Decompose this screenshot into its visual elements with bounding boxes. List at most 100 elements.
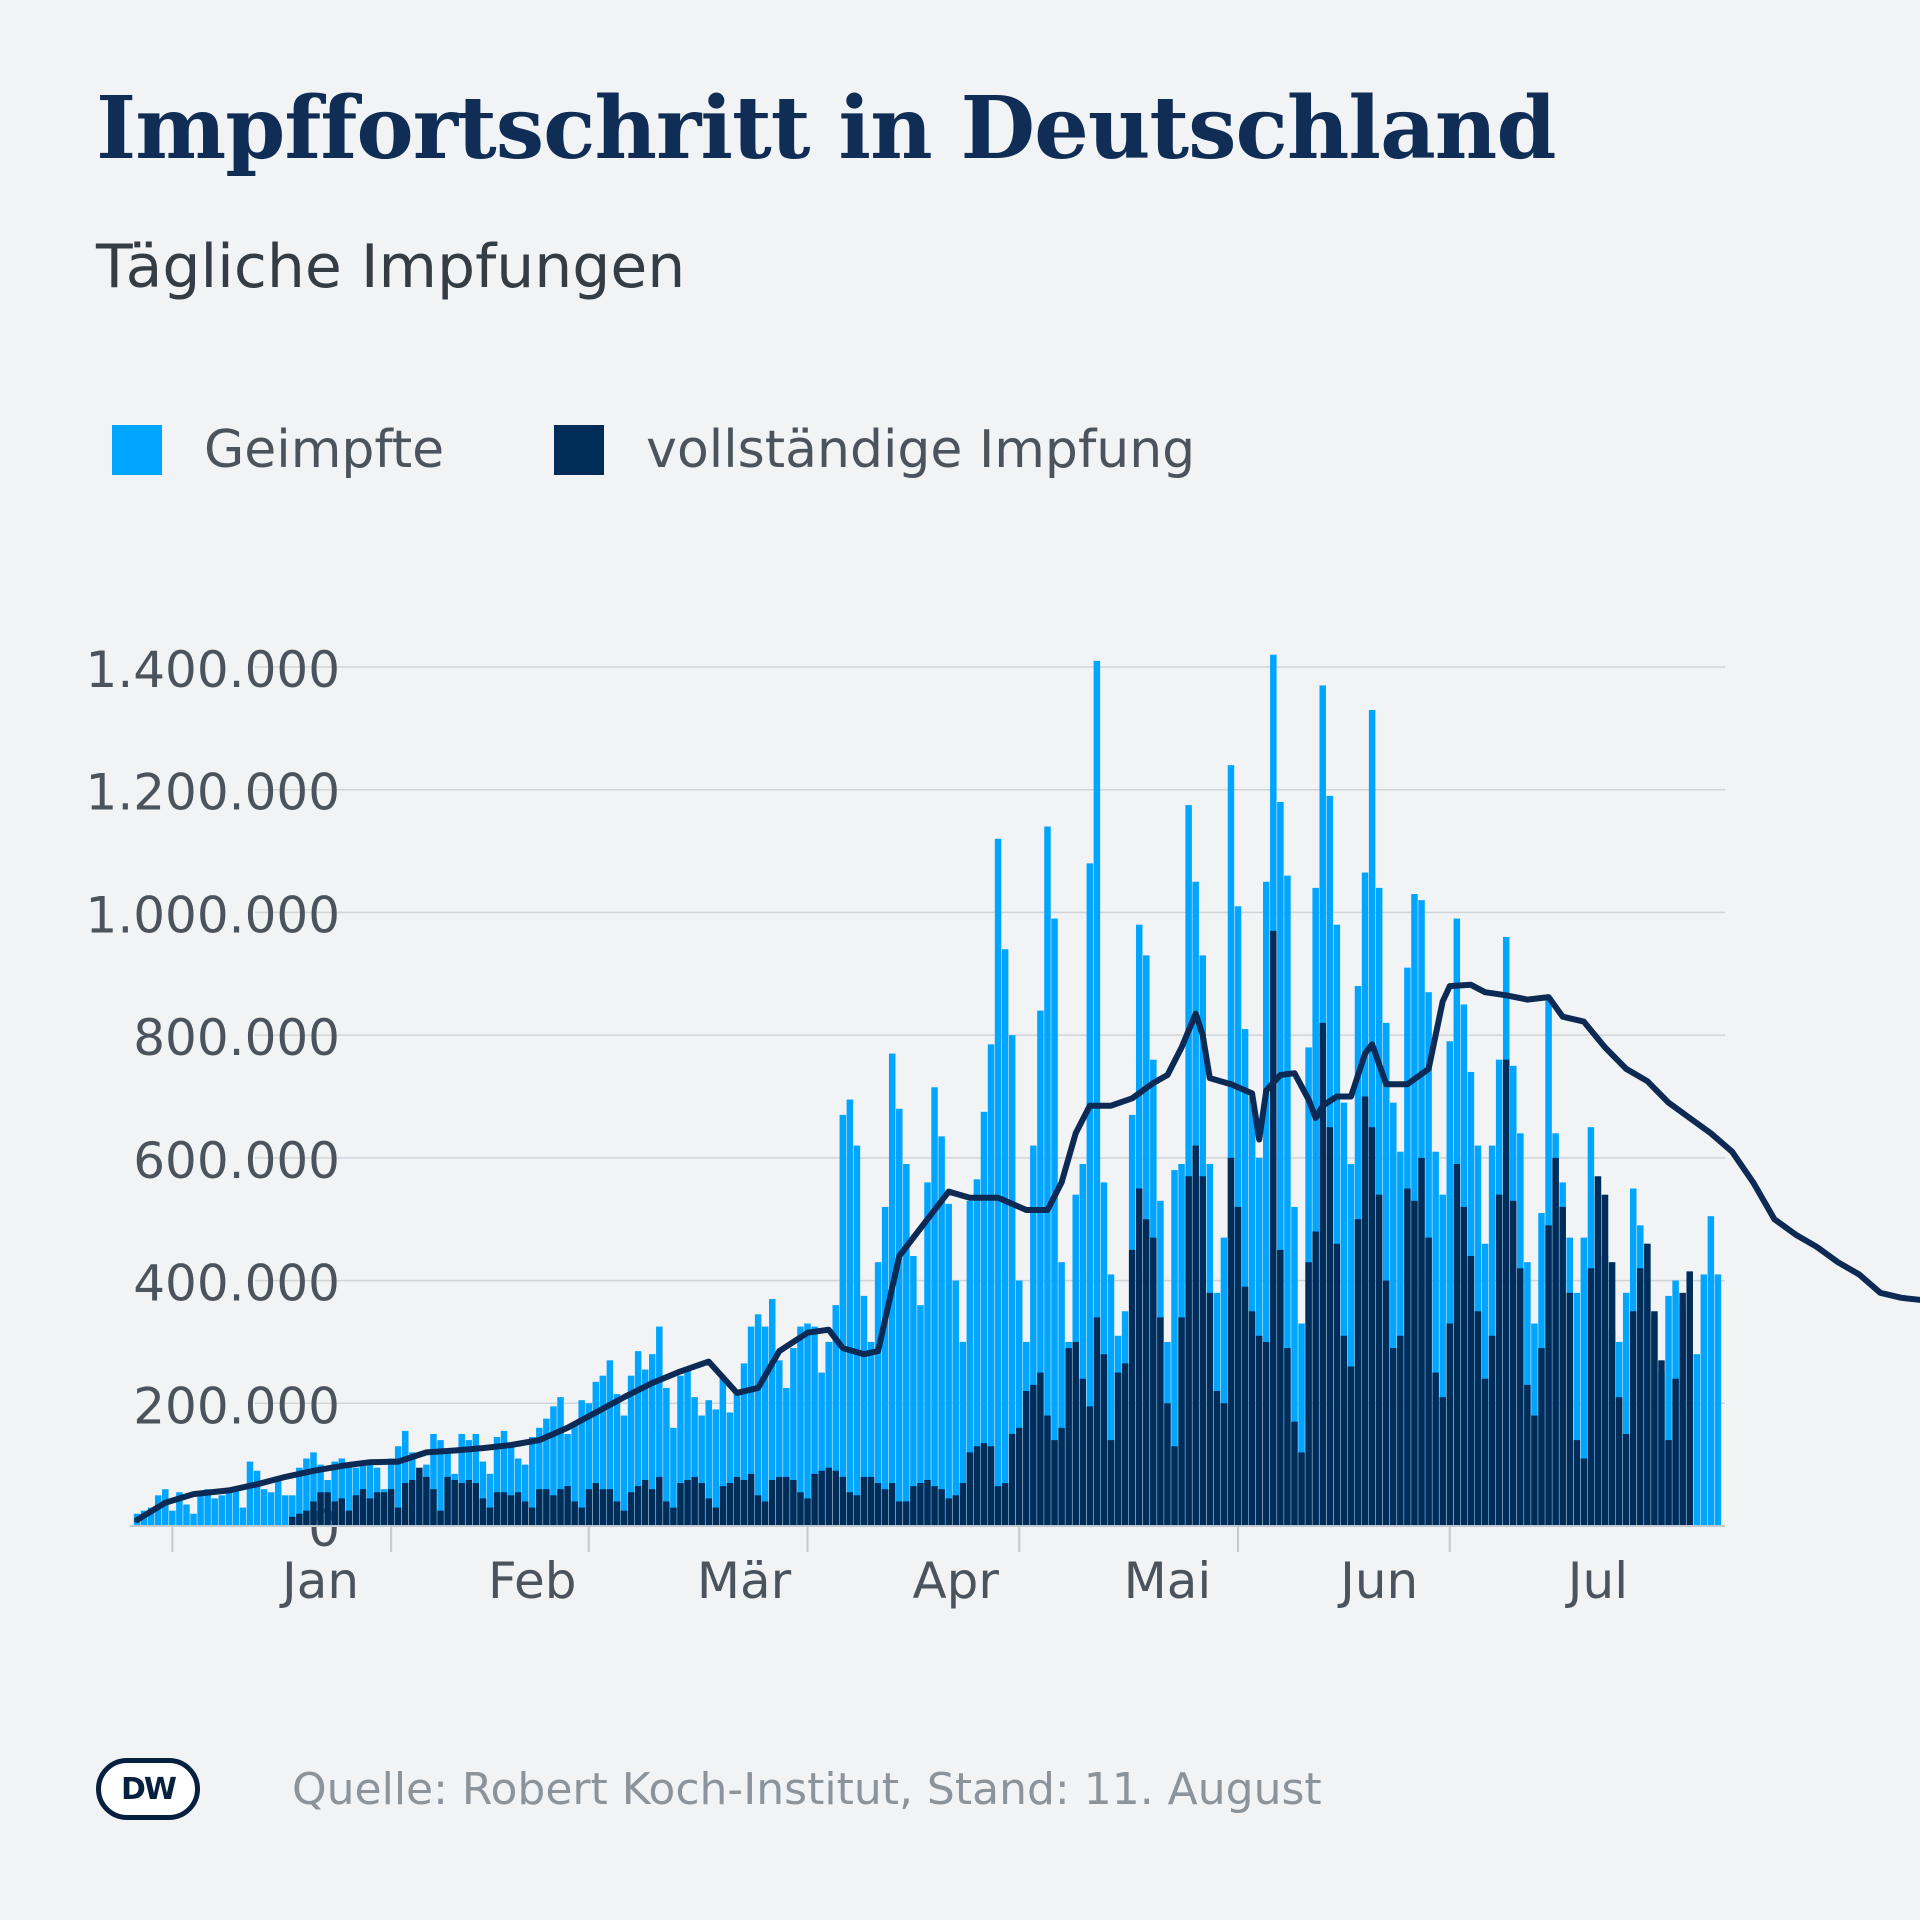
x-tick-label: Jul	[1565, 1552, 1628, 1610]
bar-geimpfte	[818, 1372, 825, 1526]
bar-vollstaendig	[945, 1498, 952, 1526]
bar-vollstaendig	[740, 1479, 748, 1526]
bar-geimpfte	[959, 1341, 967, 1526]
bar-vollstaendig	[938, 1489, 945, 1526]
bar-geimpfte	[917, 1305, 924, 1526]
bar-vollstaendig	[1058, 1427, 1065, 1526]
bar-vollstaendig	[1531, 1415, 1538, 1526]
bar-geimpfte	[289, 1495, 296, 1526]
bar-geimpfte	[776, 1360, 783, 1526]
bar-geimpfte	[521, 1464, 529, 1526]
bar-vollstaendig	[1284, 1348, 1291, 1526]
bar-geimpfte	[1220, 1237, 1228, 1526]
bar-geimpfte	[783, 1387, 790, 1526]
bar-vollstaendig	[1171, 1446, 1178, 1526]
bar-vollstaendig	[1248, 1311, 1256, 1526]
bar-geimpfte	[1263, 881, 1270, 1526]
bar-vollstaendig	[557, 1489, 564, 1526]
bar-geimpfte	[761, 1326, 769, 1526]
bar-vollstaendig	[1093, 1317, 1101, 1526]
y-tick-label: 600.000	[133, 1132, 340, 1190]
bar-vollstaendig	[1594, 1176, 1602, 1526]
bar-vollstaendig	[296, 1513, 303, 1526]
x-tick-label: Feb	[488, 1552, 577, 1610]
bar-geimpfte	[1051, 918, 1058, 1526]
x-tick-label: Jun	[1337, 1552, 1418, 1610]
bar-geimpfte	[712, 1409, 720, 1526]
bar-vollstaendig	[1072, 1341, 1079, 1526]
bar-geimpfte	[1107, 1274, 1115, 1526]
bar-vollstaendig	[804, 1498, 811, 1526]
bar-geimpfte	[529, 1437, 536, 1526]
bar-vollstaendig	[1178, 1317, 1185, 1526]
y-tick-label: 200.000	[133, 1377, 340, 1435]
bar-geimpfte	[705, 1400, 712, 1526]
bar-vollstaendig	[1333, 1243, 1341, 1526]
bar-vollstaendig	[401, 1483, 409, 1526]
bar-vollstaendig	[1439, 1397, 1446, 1526]
bar-geimpfte	[733, 1391, 741, 1526]
bar-vollstaendig	[733, 1476, 741, 1526]
bar-vollstaendig	[691, 1476, 698, 1526]
bar-vollstaendig	[677, 1483, 684, 1526]
bar-geimpfte	[994, 838, 1002, 1526]
bar-vollstaendig	[1206, 1292, 1214, 1526]
bar-vollstaendig	[493, 1492, 501, 1526]
bar-vollstaendig	[423, 1476, 430, 1526]
bar-geimpfte	[260, 1489, 268, 1526]
legend-swatch-vollstaendig	[554, 425, 605, 475]
bar-vollstaendig	[1601, 1194, 1609, 1526]
series-vollstaendig-bars	[289, 930, 1693, 1526]
bar-vollstaendig	[536, 1489, 543, 1526]
bar-geimpfte	[656, 1326, 663, 1526]
bar-geimpfte	[931, 1087, 938, 1526]
bar-vollstaendig	[387, 1489, 395, 1526]
bar-vollstaendig	[1686, 1271, 1693, 1526]
y-tick-label: 1.200.000	[86, 764, 340, 822]
bar-vollstaendig	[1502, 1059, 1510, 1526]
bar-geimpfte	[980, 1111, 988, 1526]
bar-geimpfte	[1446, 1041, 1454, 1526]
bar-vollstaendig	[726, 1483, 734, 1526]
bar-vollstaendig	[1128, 1249, 1136, 1526]
bar-geimpfte	[896, 1108, 903, 1526]
bar-vollstaendig	[571, 1501, 578, 1526]
bar-geimpfte	[536, 1427, 543, 1526]
bar-vollstaendig	[1637, 1268, 1644, 1526]
bar-vollstaendig	[437, 1510, 444, 1526]
bar-vollstaendig	[1510, 1200, 1517, 1526]
bar-geimpfte	[987, 1044, 995, 1526]
bar-vollstaendig	[656, 1476, 663, 1526]
bar-vollstaendig	[712, 1507, 720, 1526]
bar-vollstaendig	[479, 1498, 487, 1526]
bar-vollstaendig	[1241, 1286, 1249, 1526]
bar-geimpfte	[282, 1495, 289, 1526]
bar-vollstaendig	[888, 1483, 896, 1526]
bar-geimpfte	[1298, 1323, 1305, 1526]
bar-geimpfte	[811, 1326, 818, 1526]
bar-geimpfte	[973, 1179, 981, 1526]
bar-vollstaendig	[896, 1501, 903, 1526]
bar-geimpfte	[225, 1492, 233, 1526]
bar-geimpfte	[670, 1427, 677, 1526]
bar-geimpfte	[1439, 1194, 1446, 1526]
bar-vollstaendig	[980, 1443, 988, 1526]
legend-label-geimpfte: Geimpfte	[204, 420, 445, 480]
legend-item-geimpfte: Geimpfte	[112, 420, 444, 480]
x-axis: Jan Feb Mär Apr Mai Jun Jul	[130, 1525, 1725, 1610]
bar-geimpfte	[832, 1305, 839, 1526]
bar-geimpfte	[176, 1492, 183, 1526]
bar-vollstaendig	[486, 1507, 494, 1526]
bar-geimpfte	[1058, 1262, 1065, 1526]
bar-vollstaendig	[1566, 1292, 1573, 1526]
bar-geimpfte	[1227, 765, 1235, 1526]
bar-vollstaendig	[1044, 1415, 1051, 1526]
bar-vollstaendig	[931, 1486, 938, 1526]
bar-geimpfte	[825, 1341, 832, 1526]
bar-vollstaendig	[1587, 1268, 1595, 1526]
bar-geimpfte	[585, 1403, 592, 1526]
bar-geimpfte	[232, 1489, 240, 1526]
bar-vollstaendig	[846, 1492, 854, 1526]
legend-label-vollstaendig: vollständige Impfung	[646, 420, 1196, 480]
bar-geimpfte	[564, 1433, 571, 1526]
